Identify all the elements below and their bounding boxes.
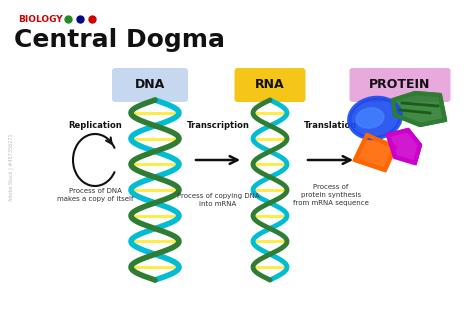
Ellipse shape bbox=[356, 108, 384, 128]
Text: RNA: RNA bbox=[255, 78, 285, 91]
Text: PROTEIN: PROTEIN bbox=[369, 78, 431, 91]
FancyBboxPatch shape bbox=[112, 68, 188, 102]
FancyBboxPatch shape bbox=[349, 68, 450, 102]
Text: Process of copying DNA
into mRNA: Process of copying DNA into mRNA bbox=[177, 193, 259, 207]
FancyBboxPatch shape bbox=[235, 68, 306, 102]
Text: Process of
protein synthesis
from mRNA sequence: Process of protein synthesis from mRNA s… bbox=[293, 184, 369, 206]
Text: Replication: Replication bbox=[68, 121, 122, 130]
Text: Adobe Stock | #457356271: Adobe Stock | #457356271 bbox=[8, 133, 13, 201]
Polygon shape bbox=[393, 93, 445, 125]
Polygon shape bbox=[388, 130, 420, 163]
Polygon shape bbox=[355, 135, 395, 170]
Text: BIOLOGY: BIOLOGY bbox=[18, 14, 63, 23]
Ellipse shape bbox=[349, 98, 401, 138]
Text: Process of DNA
makes a copy of itself: Process of DNA makes a copy of itself bbox=[57, 188, 133, 202]
Text: Transcription: Transcription bbox=[187, 121, 249, 130]
Text: DNA: DNA bbox=[135, 78, 165, 91]
Text: Translation: Translation bbox=[304, 121, 357, 130]
Text: Central Dogma: Central Dogma bbox=[14, 28, 225, 52]
